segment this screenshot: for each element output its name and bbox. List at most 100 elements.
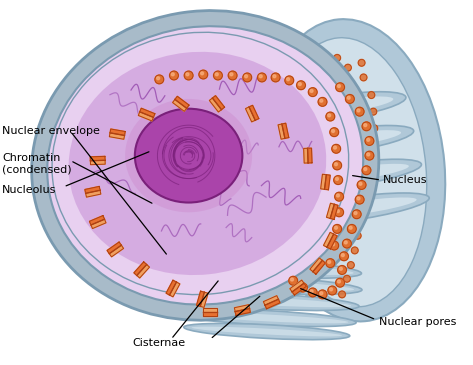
Ellipse shape (175, 309, 356, 327)
Polygon shape (212, 96, 225, 110)
Polygon shape (175, 96, 189, 108)
Polygon shape (85, 187, 100, 193)
Circle shape (171, 73, 174, 76)
Circle shape (357, 181, 366, 189)
Circle shape (332, 130, 334, 132)
Polygon shape (196, 291, 204, 306)
Circle shape (342, 254, 344, 257)
Polygon shape (140, 108, 155, 117)
Circle shape (344, 241, 347, 244)
Circle shape (357, 197, 360, 200)
Circle shape (364, 124, 367, 127)
Circle shape (330, 288, 333, 291)
Circle shape (328, 286, 337, 295)
Circle shape (290, 278, 293, 281)
Ellipse shape (164, 261, 354, 275)
Ellipse shape (176, 295, 351, 307)
Circle shape (336, 210, 340, 212)
Ellipse shape (184, 323, 350, 340)
Polygon shape (327, 234, 337, 249)
Circle shape (349, 226, 352, 229)
Circle shape (328, 114, 331, 117)
Polygon shape (310, 258, 322, 272)
Ellipse shape (271, 92, 406, 122)
Circle shape (348, 224, 356, 233)
Ellipse shape (162, 275, 362, 295)
Ellipse shape (47, 26, 363, 304)
Circle shape (348, 262, 354, 269)
Circle shape (243, 73, 252, 82)
Circle shape (318, 97, 327, 106)
Ellipse shape (135, 109, 242, 203)
Circle shape (335, 192, 343, 201)
Text: Nuclear pores: Nuclear pores (379, 317, 456, 327)
Circle shape (357, 218, 364, 224)
Circle shape (201, 72, 203, 75)
Polygon shape (166, 280, 176, 295)
Circle shape (318, 290, 327, 299)
Polygon shape (110, 129, 125, 135)
Ellipse shape (279, 164, 409, 187)
Polygon shape (313, 261, 325, 274)
Circle shape (360, 203, 367, 210)
Circle shape (352, 210, 361, 219)
Ellipse shape (265, 193, 429, 226)
Polygon shape (86, 190, 101, 197)
Ellipse shape (273, 38, 427, 307)
Circle shape (308, 88, 317, 96)
Circle shape (364, 168, 367, 170)
Circle shape (367, 174, 374, 181)
Polygon shape (89, 216, 105, 225)
Circle shape (320, 99, 323, 102)
Circle shape (369, 159, 376, 166)
Circle shape (228, 71, 237, 80)
Circle shape (155, 75, 164, 84)
Circle shape (337, 280, 341, 283)
Ellipse shape (125, 99, 252, 212)
Circle shape (358, 59, 365, 66)
Polygon shape (278, 124, 285, 139)
Polygon shape (210, 98, 221, 112)
Polygon shape (265, 299, 280, 309)
Circle shape (365, 151, 374, 160)
Ellipse shape (170, 278, 354, 291)
Polygon shape (307, 148, 312, 163)
Circle shape (333, 224, 342, 233)
Circle shape (334, 163, 337, 166)
Circle shape (298, 82, 301, 85)
Circle shape (335, 208, 343, 217)
Circle shape (332, 145, 341, 153)
Circle shape (169, 71, 178, 80)
Circle shape (273, 75, 276, 78)
Circle shape (295, 53, 301, 59)
Polygon shape (90, 160, 105, 165)
Circle shape (271, 73, 280, 82)
Text: Nucleus: Nucleus (383, 175, 428, 185)
Polygon shape (173, 99, 187, 111)
Circle shape (368, 92, 375, 99)
Polygon shape (282, 123, 289, 138)
Circle shape (310, 89, 313, 92)
Circle shape (367, 138, 370, 141)
Circle shape (333, 161, 342, 170)
Polygon shape (203, 308, 218, 312)
Circle shape (213, 71, 222, 80)
Circle shape (199, 70, 208, 79)
Circle shape (340, 252, 349, 261)
Circle shape (362, 166, 371, 175)
Polygon shape (324, 233, 333, 247)
Polygon shape (203, 312, 218, 316)
Circle shape (186, 73, 189, 76)
Ellipse shape (157, 258, 361, 278)
Circle shape (351, 247, 358, 254)
Circle shape (354, 212, 357, 215)
Polygon shape (109, 133, 124, 139)
Circle shape (257, 73, 266, 82)
Ellipse shape (269, 126, 414, 157)
Circle shape (184, 71, 193, 80)
Polygon shape (235, 308, 250, 315)
Polygon shape (137, 265, 149, 278)
Polygon shape (109, 245, 123, 257)
Circle shape (298, 283, 307, 292)
Circle shape (215, 73, 218, 76)
